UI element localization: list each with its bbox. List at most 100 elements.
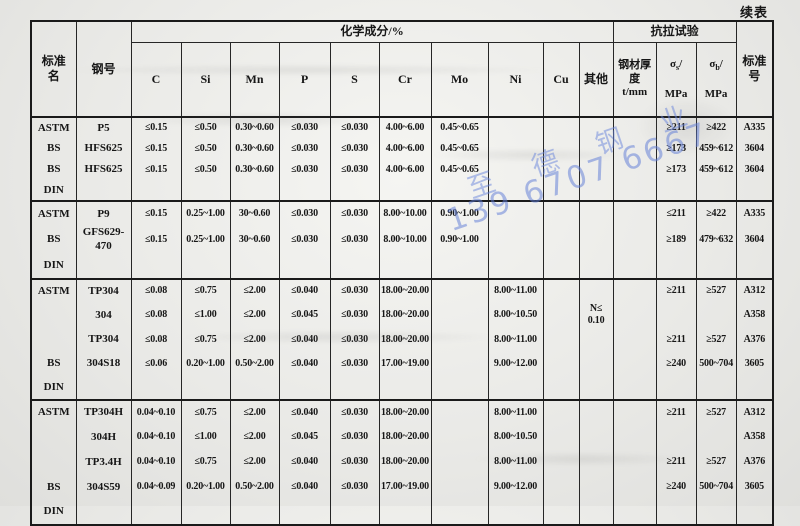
col-header-c: C bbox=[130, 42, 182, 118]
cell-cu bbox=[542, 474, 580, 500]
table-row: 304 ≤0.08 ≤1.00 ≤2.00 ≤0.045 ≤0.030 18.00~20.0… bbox=[30, 302, 774, 328]
cell-ni bbox=[487, 499, 544, 525]
cell-si: ≤0.75 bbox=[180, 449, 231, 475]
cell-s bbox=[329, 375, 380, 400]
cell-cr: 4.00~6.00 bbox=[378, 117, 432, 139]
cell-sigma-s: ≥211 bbox=[655, 449, 697, 475]
cell-steel-grade: TP304H bbox=[75, 399, 132, 425]
standard-block: ASTM P9 ≤0.15 0.25~1.00 30~0.60 ≤0.030 ≤0.030 8… bbox=[30, 201, 774, 279]
cell-standard-no: A358 bbox=[735, 424, 774, 450]
col-header-other: 其他 bbox=[578, 42, 614, 118]
cell-standard-org: DIN bbox=[30, 375, 77, 400]
cell-cu bbox=[542, 138, 580, 160]
cell-other bbox=[578, 201, 614, 227]
table-row: BS HFS625 ≤0.15 ≤0.50 0.30~0.60 ≤0.030 ≤0.030 4… bbox=[30, 138, 774, 160]
table-row: ASTM P9 ≤0.15 0.25~1.00 30~0.60 ≤0.030 ≤0.030 8… bbox=[30, 201, 774, 227]
cell-steel-grade: HFS625 bbox=[75, 138, 132, 160]
cell-mn bbox=[229, 499, 280, 525]
cell-sigma-s: ≥173 bbox=[655, 138, 697, 160]
cell-s: ≤0.030 bbox=[329, 201, 380, 227]
cell-other bbox=[578, 399, 614, 425]
cell-c: ≤0.08 bbox=[130, 302, 182, 328]
cell-c: ≤0.15 bbox=[130, 117, 182, 139]
table-row: ASTM TP304 ≤0.08 ≤0.75 ≤2.00 ≤0.040 ≤0.030 18.0… bbox=[30, 278, 774, 303]
cell-sigma-b bbox=[695, 253, 737, 279]
cell-thickness bbox=[612, 302, 657, 328]
cell-sigma-s bbox=[655, 424, 697, 450]
cell-cu bbox=[542, 226, 580, 254]
table-row: 304H 0.04~0.10 ≤1.00 ≤2.00 ≤0.045 ≤0.030 18.00… bbox=[30, 424, 774, 450]
cell-ni bbox=[487, 375, 544, 400]
cell-sigma-b: ≥527 bbox=[695, 327, 737, 352]
cell-steel-grade: GFS629-470 bbox=[75, 226, 132, 254]
cell-s: ≤0.030 bbox=[329, 226, 380, 254]
cell-sigma-s: ≥189 bbox=[655, 226, 697, 254]
cell-other bbox=[578, 449, 614, 475]
cell-steel-grade: 304H bbox=[75, 424, 132, 450]
cell-mn: ≤2.00 bbox=[229, 302, 280, 328]
cell-sigma-s: ≥173 bbox=[655, 159, 697, 181]
table-row: BS GFS629-470 ≤0.15 0.25~1.00 30~0.60 ≤0.030 ≤… bbox=[30, 226, 774, 254]
cell-thickness bbox=[612, 117, 657, 139]
cell-c: 0.04~0.10 bbox=[130, 424, 182, 450]
cell-mn: ≤2.00 bbox=[229, 327, 280, 352]
cell-standard-no: A312 bbox=[735, 278, 774, 303]
cell-thickness bbox=[612, 399, 657, 425]
cell-s: ≤0.030 bbox=[329, 302, 380, 328]
cell-sigma-s: ≥240 bbox=[655, 351, 697, 376]
table-row: DIN bbox=[30, 180, 774, 202]
cell-s bbox=[329, 253, 380, 279]
cell-mo bbox=[430, 499, 489, 525]
standard-block: ASTM P5 ≤0.15 ≤0.50 0.30~0.60 ≤0.030 ≤0.030 4.0… bbox=[30, 117, 774, 202]
cell-thickness bbox=[612, 138, 657, 160]
cell-p: ≤0.040 bbox=[278, 449, 331, 475]
standard-block: ASTM TP304H 0.04~0.10 ≤0.75 ≤2.00 ≤0.040 ≤0.03… bbox=[30, 399, 774, 525]
cell-standard-org bbox=[30, 302, 77, 328]
cell-mo: 0.90~1.00 bbox=[430, 201, 489, 227]
cell-standard-org: DIN bbox=[30, 499, 77, 525]
cell-other bbox=[578, 180, 614, 202]
cell-s: ≤0.030 bbox=[329, 351, 380, 376]
cell-standard-no: 3604 bbox=[735, 226, 774, 254]
cell-other bbox=[578, 351, 614, 376]
cell-thickness bbox=[612, 226, 657, 254]
table-row: TP3.4H 0.04~0.10 ≤0.75 ≤2.00 ≤0.040 ≤0.030 18.… bbox=[30, 449, 774, 475]
cell-mo bbox=[430, 278, 489, 303]
cell-cr bbox=[378, 375, 432, 400]
cell-cu bbox=[542, 449, 580, 475]
cell-c: ≤0.15 bbox=[130, 226, 182, 254]
cell-standard-org: ASTM bbox=[30, 278, 77, 303]
cell-p: ≤0.040 bbox=[278, 327, 331, 352]
cell-steel-grade: 304 bbox=[75, 302, 132, 328]
cell-si bbox=[180, 499, 231, 525]
cell-mo bbox=[430, 351, 489, 376]
cell-cu bbox=[542, 117, 580, 139]
cell-ni bbox=[487, 253, 544, 279]
cell-c: ≤0.15 bbox=[130, 201, 182, 227]
col-header-si: Si bbox=[180, 42, 231, 118]
cell-sigma-b bbox=[695, 424, 737, 450]
cell-thickness bbox=[612, 159, 657, 181]
cell-steel-grade: 304S18 bbox=[75, 351, 132, 376]
cell-standard-no: A312 bbox=[735, 399, 774, 425]
col-header-ni: Ni bbox=[487, 42, 544, 118]
cell-ni bbox=[487, 201, 544, 227]
cell-cr bbox=[378, 499, 432, 525]
cell-standard-no bbox=[735, 499, 774, 525]
cell-p bbox=[278, 253, 331, 279]
cell-si: ≤1.00 bbox=[180, 424, 231, 450]
col-header-standard-no: 标准 号 bbox=[735, 21, 774, 118]
cell-steel-grade: TP3.4H bbox=[75, 449, 132, 475]
cell-c bbox=[130, 375, 182, 400]
cell-other bbox=[578, 499, 614, 525]
cell-s: ≤0.030 bbox=[329, 117, 380, 139]
cell-other bbox=[578, 138, 614, 160]
cell-cr: 18.00~20.00 bbox=[378, 278, 432, 303]
cell-si: 0.20~1.00 bbox=[180, 351, 231, 376]
cell-ni: 8.00~11.00 bbox=[487, 278, 544, 303]
cell-standard-org bbox=[30, 424, 77, 450]
cell-other bbox=[578, 253, 614, 279]
cell-p: ≤0.040 bbox=[278, 278, 331, 303]
cell-standard-no bbox=[735, 253, 774, 279]
